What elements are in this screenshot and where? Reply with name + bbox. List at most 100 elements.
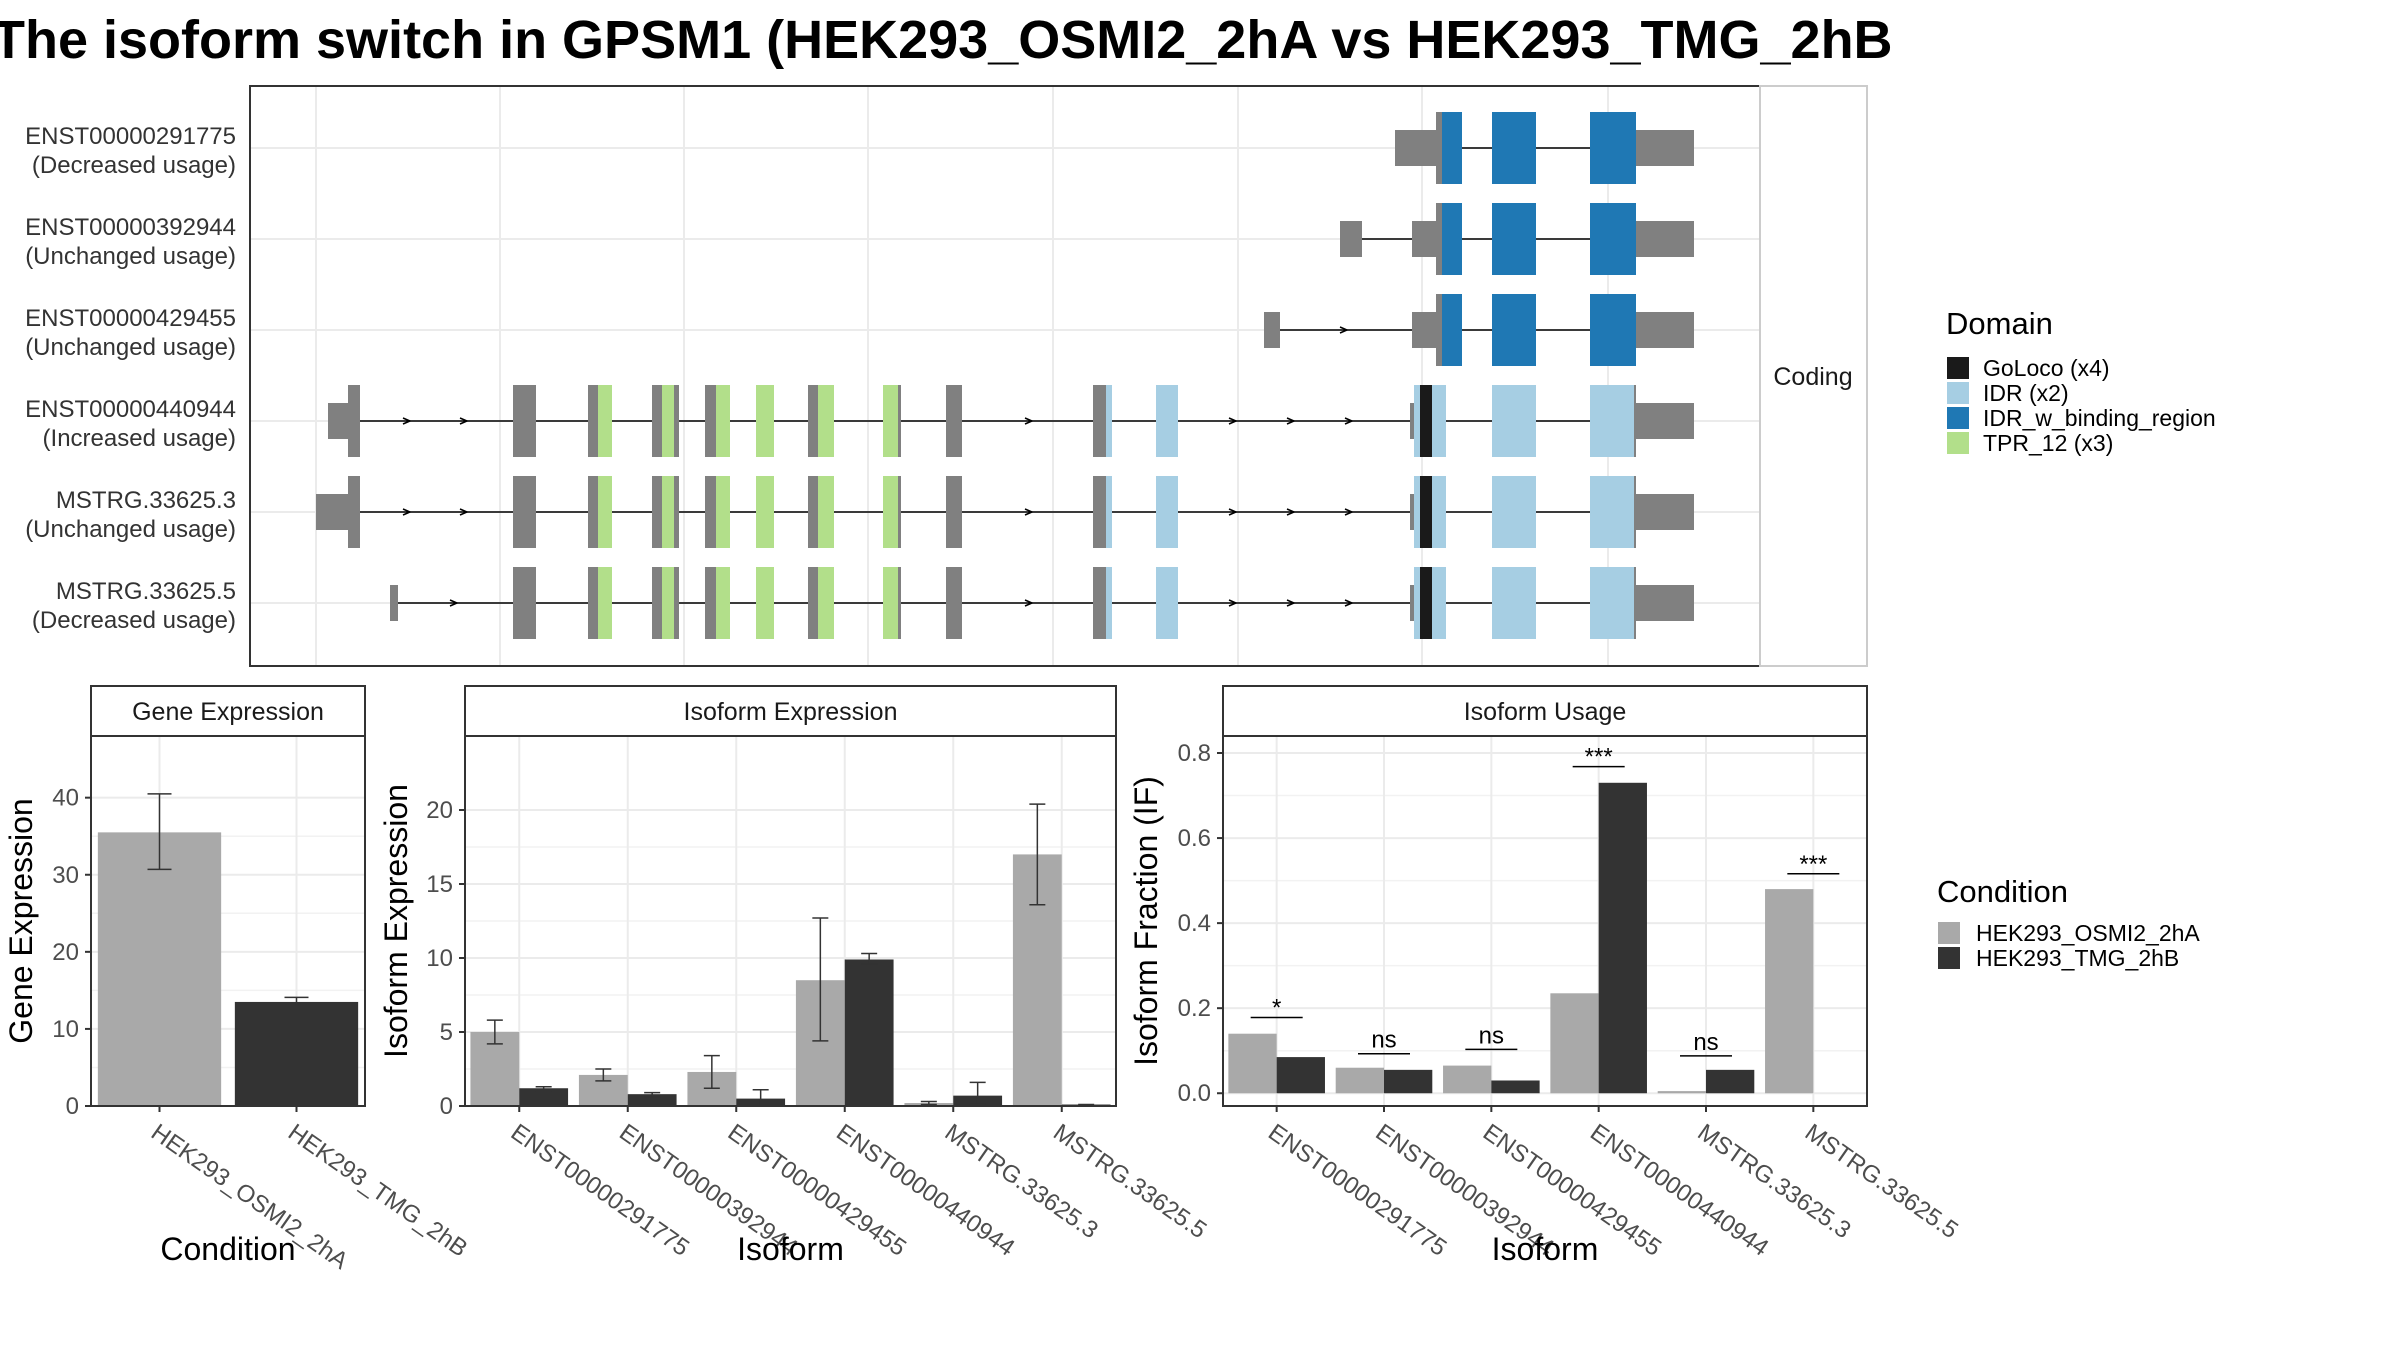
strand-arrow — [449, 599, 459, 607]
coding-exon — [1093, 476, 1106, 548]
tpr-domain — [818, 385, 834, 457]
idr-binding-domain — [1590, 294, 1636, 366]
bar — [519, 1088, 569, 1106]
coding-exon — [588, 476, 598, 548]
facet-strip — [1759, 85, 1868, 667]
coding-exon — [674, 385, 679, 457]
utr-exon — [1340, 221, 1362, 257]
y-tick-label: 0.8 — [1178, 740, 1211, 767]
tpr-domain — [662, 476, 674, 548]
significance-label: *** — [1585, 744, 1613, 771]
x-tick-label: ENST00000440944 — [1585, 1119, 1773, 1262]
coding-exon — [588, 385, 598, 457]
domain-legend-key — [1947, 382, 1969, 404]
tpr-domain — [883, 385, 898, 457]
coding-exon — [898, 476, 901, 548]
condition-legend-key — [1938, 922, 1960, 944]
coding-exon — [652, 385, 662, 457]
strand-arrow — [402, 508, 412, 516]
facet-label-coding: Coding — [1773, 363, 1852, 391]
idr-binding-domain — [1492, 203, 1536, 275]
strand-arrow — [1286, 508, 1296, 516]
y-tick-label: 0.4 — [1178, 910, 1211, 937]
condition-legend-title: Condition — [1937, 874, 2068, 909]
idr-domain — [1492, 385, 1536, 457]
panel-strip-label: Isoform Expression — [684, 698, 898, 726]
transcript-usage: (Decreased usage) — [32, 607, 236, 634]
coding-exon — [1436, 294, 1442, 366]
bar — [234, 1001, 359, 1106]
bar-panel-isoform-expression: Isoform Expression 0 5 10 15 20 ENST0000029177… — [378, 685, 1211, 1267]
tpr-domain — [598, 385, 612, 457]
transcript-id: MSTRG.33625.5 — [56, 578, 236, 605]
x-tick-label: ENST00000440944 — [831, 1119, 1019, 1262]
idr-domain — [1432, 476, 1446, 548]
coding-exon — [674, 567, 679, 639]
tpr-domain — [883, 567, 898, 639]
panel-background — [1223, 736, 1867, 1106]
coding-exon — [588, 567, 598, 639]
coding-exon — [652, 567, 662, 639]
y-tick-label: 0.2 — [1178, 995, 1211, 1022]
domain-legend-key — [1947, 407, 1969, 429]
panel-border — [1222, 735, 1868, 1107]
coding-exon — [1436, 203, 1442, 275]
tpr-domain — [818, 476, 834, 548]
bar — [97, 832, 222, 1106]
idr-domain — [1414, 567, 1420, 639]
transcript-id: ENST00000291775 — [25, 123, 236, 150]
domain-legend-label: IDR_w_binding_region — [1983, 405, 2216, 431]
bar — [627, 1094, 677, 1106]
tpr-domain — [716, 476, 730, 548]
idr-domain — [1492, 476, 1536, 548]
bar — [1276, 1057, 1325, 1094]
condition-legend-label: HEK293_TMG_2hB — [1976, 945, 2179, 971]
strand-arrow — [1228, 508, 1238, 516]
coding-exon — [1634, 476, 1636, 548]
strand-arrow — [1344, 599, 1354, 607]
transcript-usage: (Unchanged usage) — [25, 334, 236, 361]
coding-exon — [513, 385, 536, 457]
significance-label: * — [1272, 995, 1281, 1022]
y-tick-label: 15 — [426, 871, 453, 898]
idr-domain — [1590, 385, 1634, 457]
transcript-usage: (Unchanged usage) — [25, 516, 236, 543]
idr-domain — [1432, 385, 1446, 457]
coding-exon — [513, 567, 536, 639]
significance-label: ns — [1693, 1029, 1718, 1056]
utr-exon — [1636, 403, 1694, 439]
x-axis-title: Isoform — [737, 1231, 844, 1267]
condition-legend-label: HEK293_OSMI2_2hA — [1976, 920, 2200, 946]
strand-arrow — [1024, 417, 1034, 425]
utr-exon — [1636, 585, 1694, 621]
bar — [1443, 1065, 1492, 1094]
idr-domain — [1156, 476, 1178, 548]
bar — [1706, 1069, 1755, 1094]
coding-exon — [898, 567, 901, 639]
tpr-domain — [716, 385, 730, 457]
idr-domain — [1414, 476, 1420, 548]
idr-domain — [1156, 385, 1178, 457]
transcript-usage: (Decreased usage) — [32, 152, 236, 179]
figure-title: The isoform switch in GPSM1 (HEK293_OSMI… — [0, 10, 1893, 70]
domain-legend-title: Domain — [1946, 306, 2053, 341]
utr-exon — [1395, 130, 1436, 166]
coding-exon — [946, 385, 962, 457]
bar — [1228, 1033, 1277, 1094]
significance-label: ns — [1479, 1022, 1504, 1049]
coding-exon — [1634, 385, 1636, 457]
y-tick-label: 0.0 — [1178, 1080, 1211, 1107]
strand-arrow — [1024, 599, 1034, 607]
utr-exon — [1636, 221, 1694, 257]
y-tick-label: 10 — [426, 945, 453, 972]
bar — [1491, 1080, 1540, 1094]
bar — [1657, 1091, 1706, 1094]
bar — [1550, 993, 1599, 1094]
idr-domain — [1106, 476, 1112, 548]
coding-exon — [705, 567, 716, 639]
idr-domain — [1414, 385, 1420, 457]
tpr-domain — [756, 567, 774, 639]
y-tick-label: 0 — [440, 1093, 453, 1120]
